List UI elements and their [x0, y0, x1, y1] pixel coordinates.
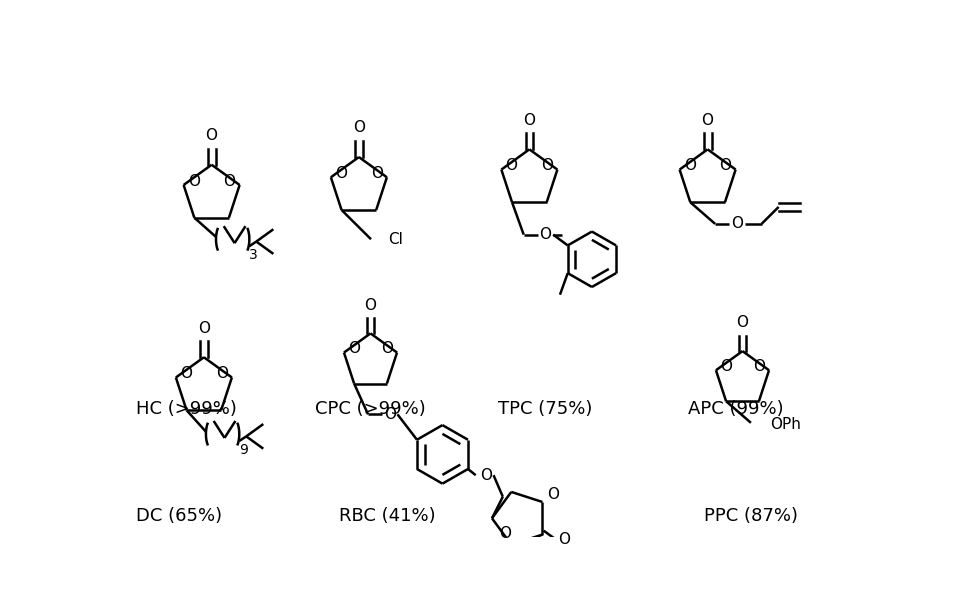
Text: O: O	[381, 341, 393, 356]
Text: O: O	[539, 227, 552, 242]
Text: O: O	[223, 174, 235, 189]
Text: DC (65%): DC (65%)	[136, 507, 222, 525]
Text: O: O	[684, 158, 696, 173]
Text: OPh: OPh	[770, 417, 802, 432]
Text: O: O	[702, 113, 713, 128]
Text: APC (99%): APC (99%)	[688, 400, 784, 418]
Text: HC (>99%): HC (>99%)	[136, 400, 237, 418]
Text: O: O	[188, 174, 200, 189]
Text: O: O	[506, 158, 517, 173]
Text: O: O	[499, 526, 511, 541]
Text: O: O	[353, 121, 365, 136]
Text: O: O	[559, 532, 570, 547]
Text: O: O	[753, 359, 765, 374]
Text: O: O	[216, 366, 227, 381]
Text: O: O	[737, 315, 749, 330]
Text: O: O	[541, 158, 554, 173]
Text: CPC (>99%): CPC (>99%)	[315, 400, 425, 418]
Text: O: O	[719, 158, 731, 173]
Text: O: O	[720, 359, 732, 374]
Text: Cl: Cl	[388, 232, 403, 247]
Text: 9: 9	[239, 443, 248, 457]
Text: RBC (41%): RBC (41%)	[339, 507, 435, 525]
Text: O: O	[523, 113, 535, 128]
Text: O: O	[348, 341, 360, 356]
Text: O: O	[335, 166, 347, 181]
Text: O: O	[365, 297, 376, 312]
Text: TPC (75%): TPC (75%)	[499, 400, 593, 418]
Text: O: O	[370, 166, 383, 181]
Text: O: O	[198, 321, 210, 336]
Text: O: O	[480, 468, 492, 482]
Text: O: O	[547, 487, 560, 502]
Text: O: O	[384, 407, 396, 422]
Text: O: O	[206, 128, 218, 143]
Text: 3: 3	[249, 248, 258, 262]
Text: O: O	[731, 216, 743, 232]
Text: O: O	[180, 366, 192, 381]
Text: PPC (87%): PPC (87%)	[704, 507, 798, 525]
